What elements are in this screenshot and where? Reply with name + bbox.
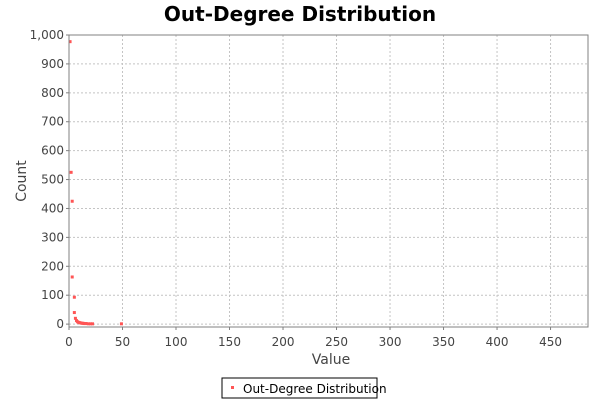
plot-area	[69, 35, 588, 327]
y-tick-label: 200	[41, 259, 64, 273]
x-tick-label: 150	[218, 335, 241, 349]
data-point	[88, 322, 92, 326]
y-tick-label: 600	[41, 144, 64, 158]
y-axis-label: Count	[14, 160, 30, 202]
x-tick-label: 0	[65, 335, 73, 349]
legend: Out-Degree Distribution	[221, 377, 387, 399]
x-axis-label: Value	[312, 352, 350, 368]
x-tick-label: 450	[539, 335, 562, 349]
x-tick-label: 350	[432, 335, 455, 349]
data-point	[84, 322, 88, 326]
y-tick-label: 800	[41, 86, 64, 100]
x-tick-label: 100	[165, 335, 188, 349]
y-tick-label: 1,000	[30, 28, 64, 42]
chart-title: Out-Degree Distribution	[164, 2, 436, 26]
y-tick-label: 700	[41, 115, 64, 129]
data-point	[72, 295, 76, 299]
data-point	[70, 275, 74, 279]
data-point	[72, 311, 76, 315]
y-axis: 0 100 200 300 400 500 600 700 800 900 1,000	[30, 28, 69, 331]
y-tick-label: 500	[41, 173, 64, 187]
x-tick-label: 50	[115, 335, 130, 349]
plot-border	[68, 34, 589, 328]
data-points	[68, 40, 123, 326]
data-point	[69, 170, 73, 174]
data-point	[73, 316, 77, 320]
data-point	[91, 322, 95, 326]
x-tick-label: 200	[272, 335, 295, 349]
y-tick-label: 300	[41, 230, 64, 244]
y-tick-label: 400	[41, 201, 64, 215]
y-tick-label: 100	[41, 288, 64, 302]
data-point	[86, 322, 90, 326]
y-tick-label: 0	[56, 317, 64, 331]
data-point	[119, 322, 123, 326]
x-tick-label: 400	[486, 335, 509, 349]
y-tick-label: 900	[41, 57, 64, 71]
legend-marker	[231, 386, 234, 389]
x-axis: 0 50 100 150 200 250 300 350 400 450	[65, 327, 562, 349]
data-point	[68, 40, 72, 44]
data-point	[70, 199, 74, 203]
legend-label: Out-Degree Distribution	[243, 382, 387, 396]
legend-box	[221, 377, 378, 399]
x-tick-label: 250	[325, 335, 348, 349]
x-tick-label: 300	[379, 335, 402, 349]
